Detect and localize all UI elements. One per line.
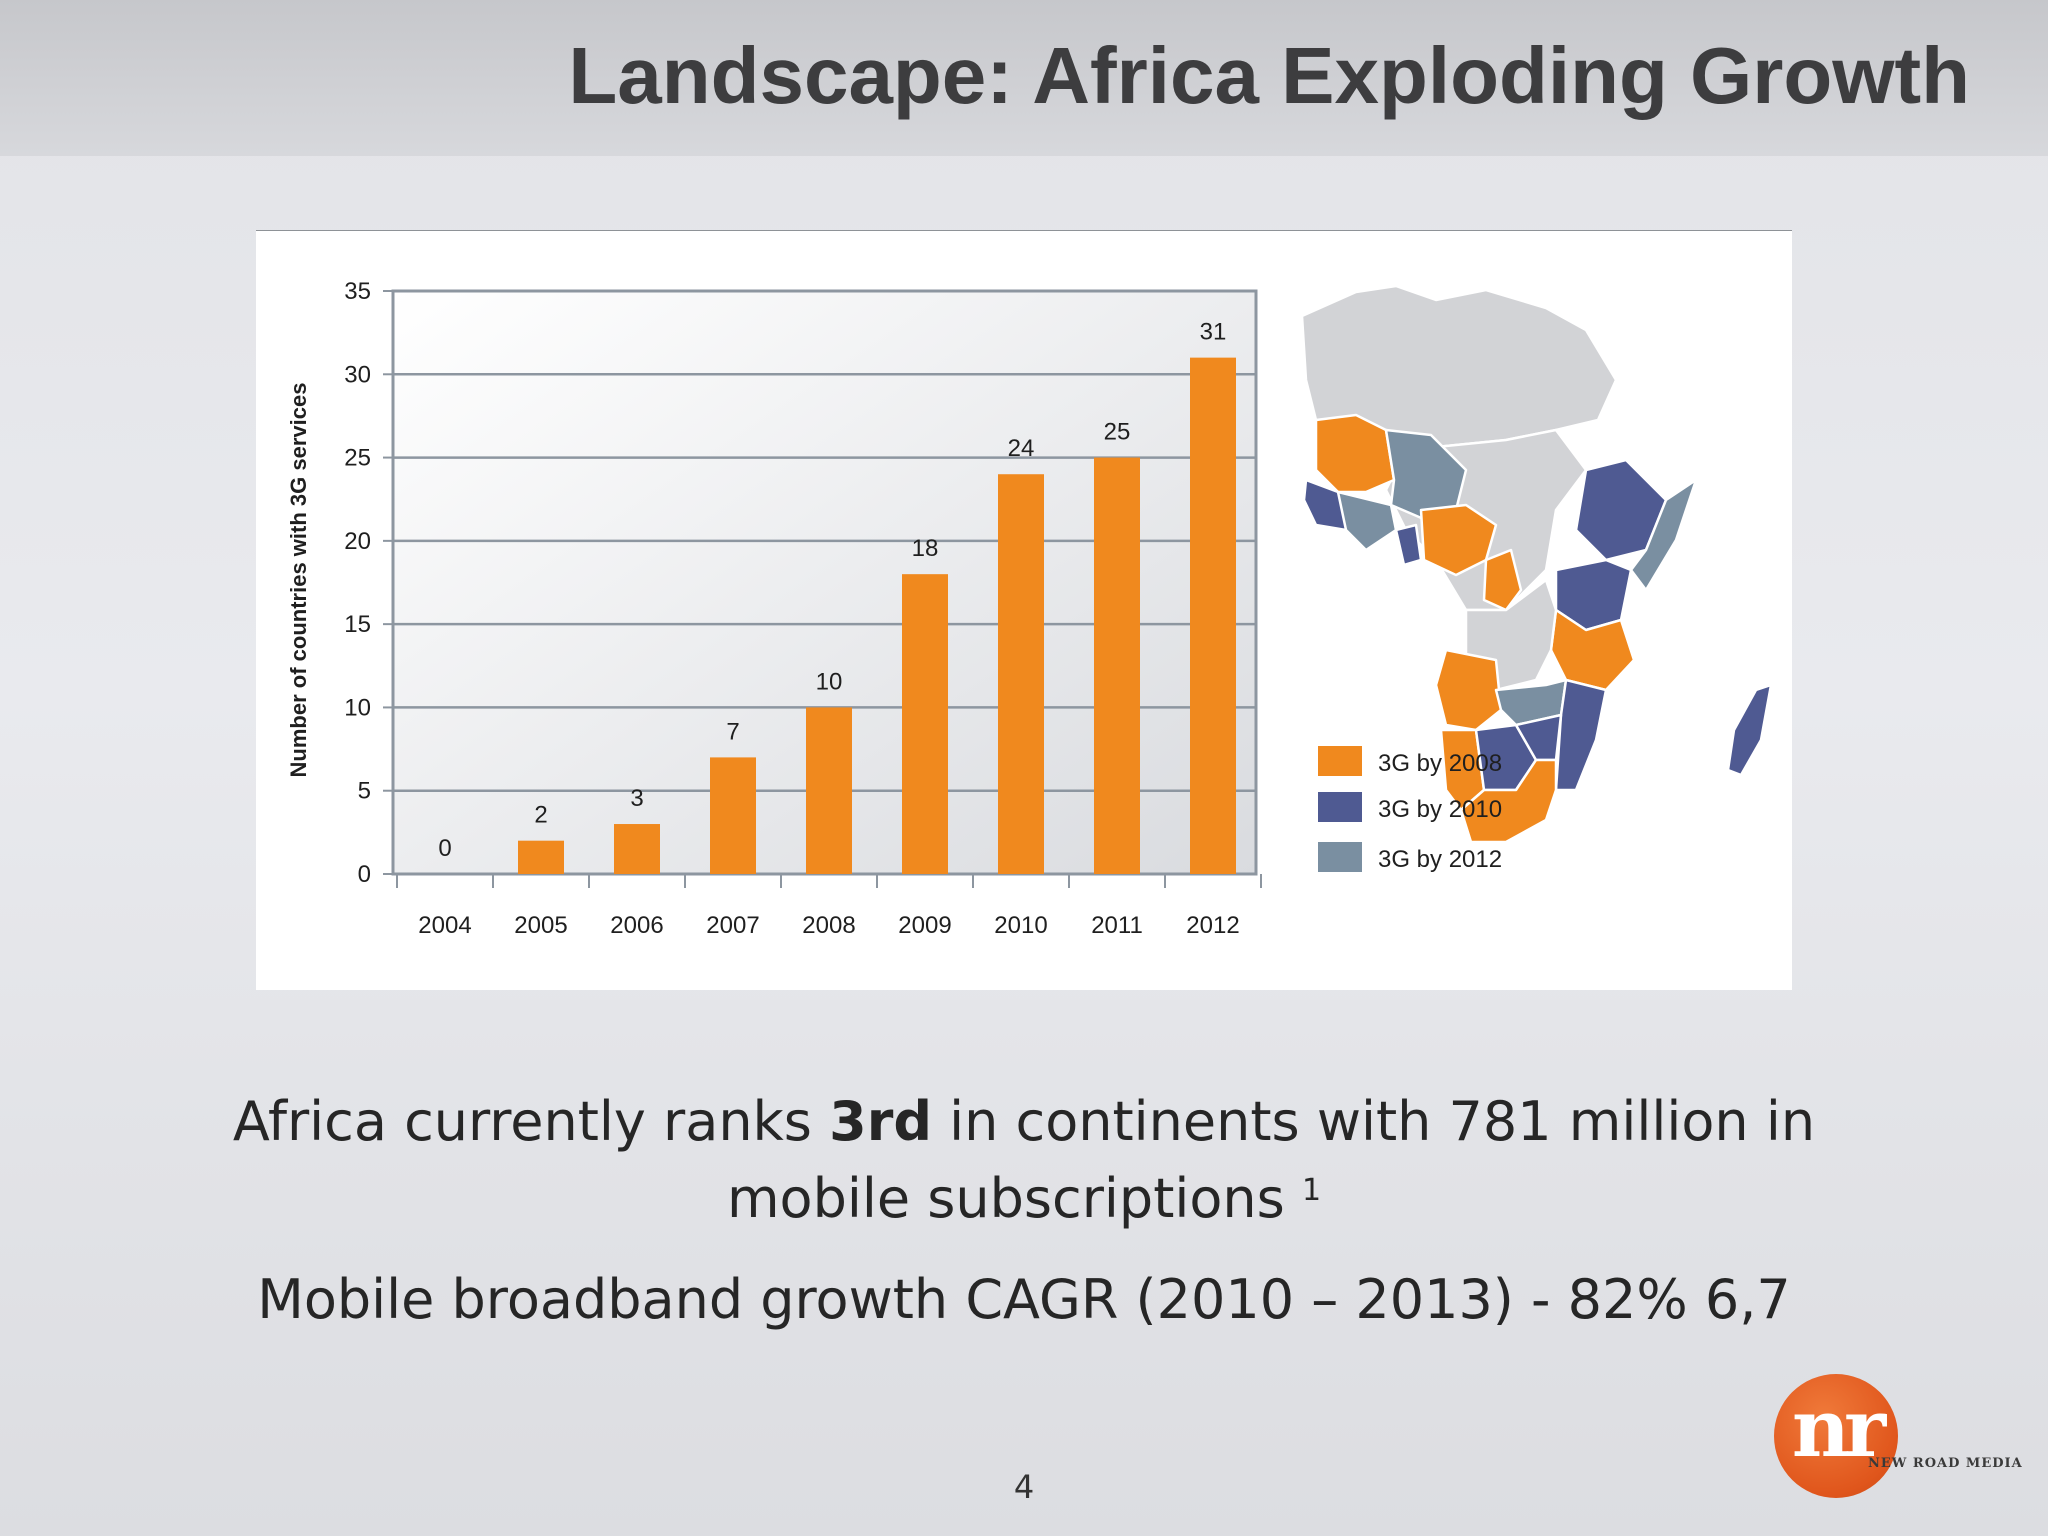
data-label-2005: 2 <box>534 802 547 829</box>
x-tick-label-2006: 2006 <box>610 912 663 939</box>
map-cameroon <box>1482 548 1523 612</box>
caption-line-1-before: Africa currently ranks <box>232 1090 830 1153</box>
map-ghana <box>1394 523 1423 567</box>
legend-label-2012: 3G by 2012 <box>1378 846 1502 873</box>
new-road-media-logo: nr NEW ROAD MEDIA <box>1774 1374 2024 1504</box>
title-band <box>0 0 2048 156</box>
bar-2006 <box>614 824 660 874</box>
caption-rank: 3rd <box>829 1090 932 1153</box>
map-tanzania <box>1549 608 1636 692</box>
map-morocco <box>1314 413 1396 494</box>
logo-mark: nr <box>1791 1381 1886 1475</box>
map-somalia <box>1629 478 1698 592</box>
legend-swatch-2010 <box>1318 792 1362 822</box>
y-tick-label: 0 <box>358 861 371 888</box>
caption-line-1-after: in continents with 781 million in <box>931 1090 1816 1153</box>
y-axis-ticks: 0 5 10 15 20 25 30 35 <box>344 278 393 888</box>
data-label-2009: 18 <box>912 535 939 562</box>
y-tick-label: 5 <box>358 778 371 805</box>
legend-swatch-2008 <box>1318 746 1362 776</box>
x-tick-label-2012: 2012 <box>1186 912 1239 939</box>
data-labels: 0 2 3 7 10 18 24 25 31 <box>438 319 1226 862</box>
x-axis-ticks: 2004 2005 2006 2007 2008 2009 2010 2011 2012 <box>396 874 1262 939</box>
x-tick-label-2009: 2009 <box>898 912 951 939</box>
data-label-2007: 7 <box>726 718 739 745</box>
bar-2009 <box>902 574 948 874</box>
map-south-africa <box>1459 758 1558 844</box>
bar-2012 <box>1190 357 1236 875</box>
caption-line-1: Africa currently ranks 3rd in continents… <box>0 1090 2048 1155</box>
caption-footnote-ref: 1 <box>1301 1173 1322 1208</box>
y-tick-label: 25 <box>344 445 371 472</box>
x-tick-label-2005: 2005 <box>514 912 567 939</box>
x-tick-label-2011: 2011 <box>1091 912 1143 939</box>
y-tick-label: 15 <box>344 611 371 638</box>
x-tick-label-2010: 2010 <box>994 912 1047 939</box>
map-madagascar <box>1726 683 1773 777</box>
slide-title: Landscape: Africa Exploding Growth <box>568 31 1970 120</box>
caption-line-3: Mobile broadband growth CAGR (2010 – 201… <box>257 1268 1791 1331</box>
y-tick-label: 35 <box>344 278 371 305</box>
logo-wordmark: NEW ROAD MEDIA <box>1868 1456 2023 1471</box>
data-label-2012: 31 <box>1200 319 1227 346</box>
chart-figure: 0 5 10 15 20 25 30 35 2004 2005 2006 2007 2008 2009 2… <box>256 230 1792 990</box>
map-angola <box>1434 648 1503 732</box>
x-tick-label-2008: 2008 <box>802 912 855 939</box>
x-tick-label-2004: 2004 <box>418 912 471 939</box>
caption-line-2-text: mobile subscriptions <box>726 1167 1302 1230</box>
bar-2007 <box>710 757 756 874</box>
legend-label-2010: 3G by 2010 <box>1378 796 1502 823</box>
map-west-coast-2 <box>1336 490 1398 552</box>
bar-2008 <box>806 707 852 874</box>
africa-map <box>1300 284 1773 844</box>
y-tick-label: 20 <box>344 528 371 555</box>
map-mozambique <box>1554 678 1608 792</box>
y-tick-label: 10 <box>344 694 371 721</box>
bar-2011 <box>1094 457 1140 874</box>
legend-swatch-2012 <box>1318 842 1362 872</box>
bars <box>518 357 1236 875</box>
data-label-2004: 0 <box>438 835 451 862</box>
data-label-2008: 10 <box>816 668 843 695</box>
y-axis-label: Number of countries with 3G services <box>286 383 311 778</box>
y-tick-label: 30 <box>344 361 371 388</box>
caption-line-2: mobile subscriptions 1 <box>0 1167 2048 1232</box>
legend-label-2008: 3G by 2008 <box>1378 750 1502 777</box>
page-number: 4 <box>1013 1468 1035 1506</box>
data-label-2011: 25 <box>1104 419 1131 446</box>
data-label-2006: 3 <box>630 785 643 812</box>
bar-2005 <box>518 840 564 874</box>
logo-circle <box>1774 1374 1898 1498</box>
bar-2010 <box>998 474 1044 874</box>
x-tick-label-2007: 2007 <box>706 912 759 939</box>
data-label-2010: 24 <box>1008 435 1035 462</box>
